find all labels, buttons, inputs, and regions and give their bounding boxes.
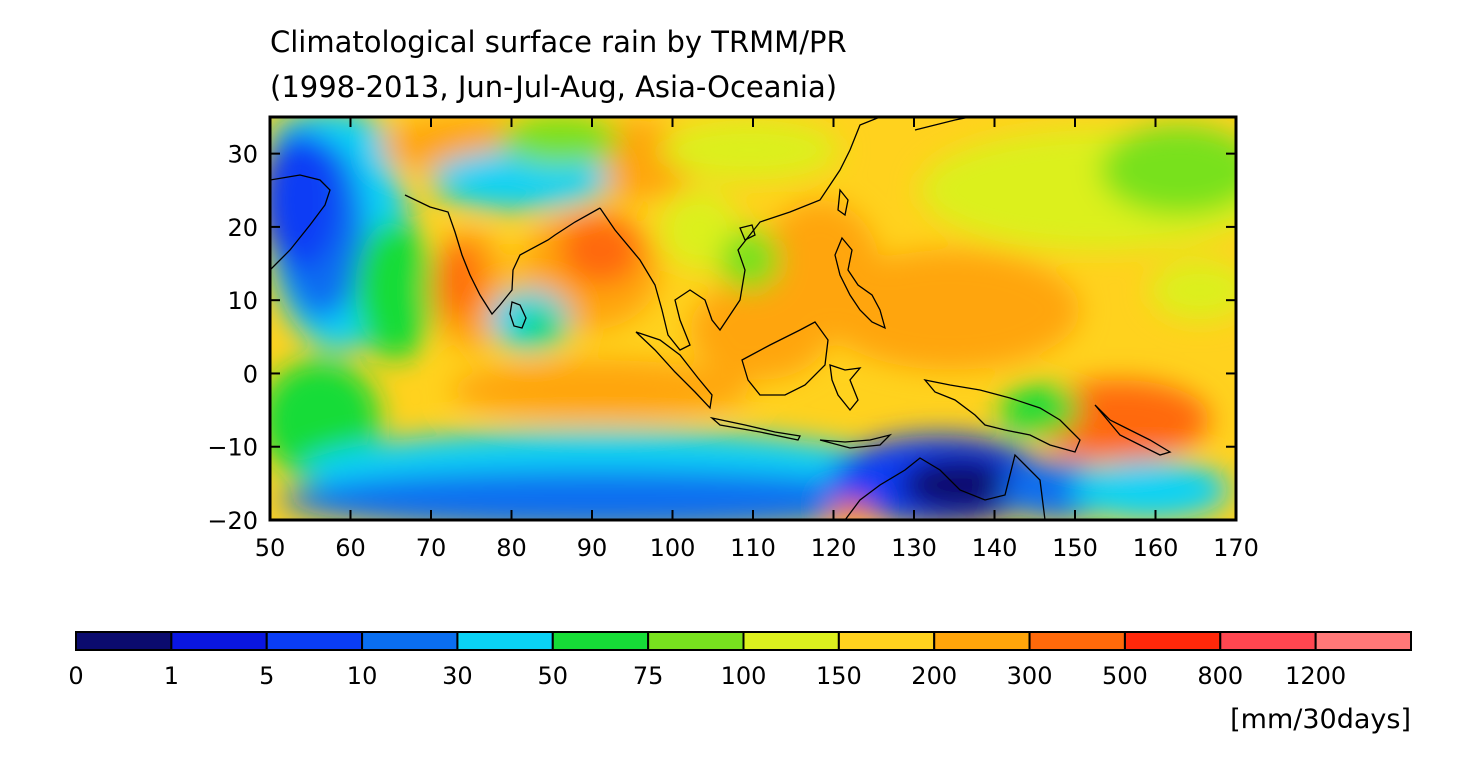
colorbar-tick-label: 100 [721,662,767,690]
philippines-coastline [834,236,887,330]
colorbar-tick-label: 200 [911,662,957,690]
borneo-coastline [741,321,829,396]
y-tick-label: 20 [227,214,258,242]
colorbar: 0 1 5 10 30 50 75 100 150 200 300 500 800 1200 [68,631,1412,690]
java-coastline [709,416,801,441]
taiwan-coastline [837,188,849,217]
colorbar-tick-label: 0 [68,662,83,690]
x-tick-label: 160 [1133,534,1179,562]
coastlines [270,117,1172,520]
solomon-coastline [1094,404,1172,456]
colorbar-tick-label: 75 [633,662,664,690]
srilanka-coastline [509,301,527,329]
y-axis: 30 20 10 0 −10 −20 [207,141,1236,535]
x-tick-label: 50 [255,534,286,562]
y-tick-label: 0 [243,360,258,388]
colorbar-swatch [265,631,364,651]
newguinea-coastline [923,379,1081,453]
colorbar-tick-label: 5 [259,662,274,690]
sulawesi-coastline [829,364,862,412]
colorbar-swatch [933,631,1031,651]
colorbar-tick-label: 500 [1102,662,1148,690]
arabia-coastline [270,174,331,271]
colorbar-swatch [361,631,459,651]
map-title-line-2: (1998-2013, Jun-Jul-Aug, Asia-Oceania) [270,70,837,104]
colorbar-swatch [551,631,650,651]
colorbar-swatch [1028,631,1126,651]
y-tick-label: 10 [227,287,258,315]
colorbar-tick-label: 150 [816,662,862,690]
x-tick-label: 110 [730,534,776,562]
x-tick-label: 140 [972,534,1018,562]
x-tick-label: 130 [891,534,937,562]
x-tick-label: 60 [335,534,366,562]
colorbar-swatch [1314,631,1412,651]
colorbar-swatch [456,631,554,651]
y-tick-label: 30 [227,141,258,169]
colorbar-swatch [837,631,936,651]
colorbar-tick-label: 1200 [1285,662,1346,690]
hainan-coastline [739,224,756,241]
colorbar-tick-label: 50 [538,662,569,690]
nusa-tenggara-coastline [819,433,893,449]
colorbar-swatch [647,631,745,651]
x-tick-label: 170 [1213,534,1259,562]
x-tick-label: 100 [650,534,696,562]
colorbar-swatch [742,631,840,651]
colorbar-swatch [1123,631,1222,651]
x-tick-label: 80 [496,534,527,562]
rainfall-map-field [270,117,1236,520]
india-coastline [404,194,601,316]
colorbar-unit-label: [mm/30days] [1230,704,1411,735]
x-tick-label: 150 [1052,534,1098,562]
y-tick-label: −20 [207,507,258,535]
colorbar-tick-label: 800 [1197,662,1243,690]
x-tick-label: 70 [416,534,447,562]
colorbar-tick-label: 30 [442,662,473,690]
colorbar-tick-label: 10 [347,662,378,690]
sumatra-coastline [635,331,713,410]
y-tick-label: −10 [207,434,258,462]
x-axis: 50 60 70 80 90 100 110 120 130 140 150 160 170 [255,117,1259,562]
colorbar-swatch [170,631,268,651]
colorbar-swatch [1219,631,1317,651]
x-tick-label: 90 [577,534,608,562]
map-title-line-1: Climatological surface rain by TRMM/PR [270,25,847,59]
indochina-coastline [599,117,881,351]
australia-coastline [844,453,1046,520]
x-tick-label: 120 [811,534,857,562]
colorbar-tick-label: 1 [164,662,179,690]
colorbar-swatch [75,631,173,651]
colorbar-tick-label: 300 [1007,662,1053,690]
